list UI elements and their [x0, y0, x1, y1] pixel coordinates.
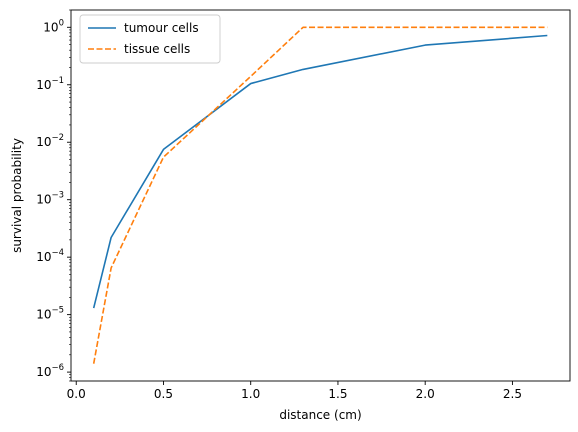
y-tick-label: 10−2 [36, 133, 64, 149]
y-tick-label: 10−1 [36, 76, 64, 92]
legend: tumour cells tissue cells [79, 14, 221, 64]
x-tick-label: 0.5 [154, 387, 173, 401]
y-tick-label: 10−6 [36, 363, 64, 379]
series-line-tumour-cells [92, 34, 548, 309]
y-tick-label: 100 [43, 18, 64, 34]
legend-label: tumour cells [124, 21, 199, 35]
x-tick-label: 2.0 [416, 387, 435, 401]
x-tick-label: 1.5 [328, 387, 347, 401]
x-tick-label: 0.0 [67, 387, 86, 401]
y-tick-label: 10−3 [36, 191, 64, 207]
x-axis: 0.0 0.5 1.0 1.5 2.0 2.5 [67, 381, 522, 401]
x-tick-label: 1.0 [241, 387, 260, 401]
legend-label: tissue cells [124, 42, 190, 56]
y-tick-label: 10−4 [36, 248, 64, 264]
series-line-tissue-cells [92, 26, 548, 364]
x-tick-label: 2.5 [503, 387, 522, 401]
y-axis-label: survival probability [10, 138, 24, 253]
series-layer [92, 26, 548, 364]
legend-box [79, 14, 221, 64]
x-axis-label: distance (cm) [279, 408, 361, 422]
y-tick-label: 10−5 [36, 306, 64, 322]
plot-area [70, 9, 571, 382]
y-axis: 10−6 10−5 10−4 10−3 10−2 10−1 100 [36, 9, 71, 382]
